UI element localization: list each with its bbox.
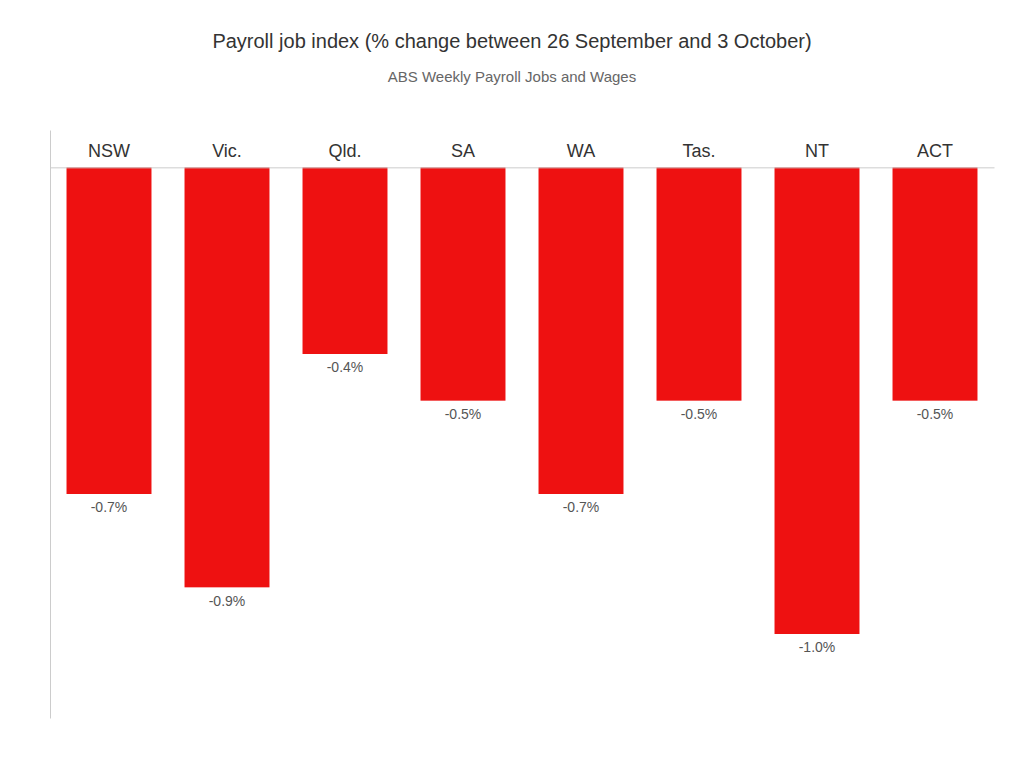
x-tick-label: ACT bbox=[917, 141, 953, 161]
bars bbox=[67, 167, 978, 634]
data-label: -0.5% bbox=[681, 406, 718, 422]
x-tick-label: Tas. bbox=[682, 141, 715, 161]
x-tick-label: SA bbox=[451, 141, 475, 161]
bar bbox=[185, 167, 270, 587]
x-tick: NT bbox=[805, 141, 829, 161]
zero-line bbox=[51, 167, 995, 168]
x-tick: NSW bbox=[88, 141, 130, 161]
x-tick-label: NSW bbox=[88, 141, 130, 161]
x-tick-label: Vic. bbox=[212, 141, 242, 161]
bar bbox=[775, 167, 860, 634]
x-tick: ACT bbox=[917, 141, 953, 161]
x-tick-label: Qld. bbox=[328, 141, 361, 161]
data-label: -0.7% bbox=[91, 499, 128, 515]
bar bbox=[67, 167, 152, 494]
data-labels: -0.7% -0.9% -0.4% -0.5% -0.7% -0.5% -1.0% -0.5% bbox=[91, 359, 954, 655]
title: Payroll job index (% change between 26 S… bbox=[212, 30, 811, 52]
x-tick-label: NT bbox=[805, 141, 829, 161]
data-label: -1.0% bbox=[799, 639, 836, 655]
data-label: -0.5% bbox=[917, 406, 954, 422]
bar bbox=[421, 167, 506, 400]
bar bbox=[539, 167, 624, 494]
data-label: -0.4% bbox=[327, 359, 364, 375]
x-tick: Tas. bbox=[682, 141, 715, 161]
subtitle: ABS Weekly Payroll Jobs and Wages bbox=[388, 68, 636, 85]
x-tick: WA bbox=[567, 141, 595, 161]
bar bbox=[657, 167, 742, 400]
chart: Payroll job index (% change between 26 S… bbox=[0, 0, 1024, 768]
y-axis bbox=[50, 131, 51, 719]
x-tick: Vic. bbox=[212, 141, 242, 161]
bar bbox=[303, 167, 388, 354]
data-label: -0.7% bbox=[563, 499, 600, 515]
plot: NSWVic.Qld.SAWATas.NTACT-0.7%-0.9%-0.4%-… bbox=[51, 131, 995, 719]
data-label: -0.5% bbox=[445, 406, 482, 422]
x-tick-label: WA bbox=[567, 141, 595, 161]
data-label: -0.9% bbox=[209, 593, 246, 609]
x-tick: SA bbox=[451, 141, 475, 161]
bar bbox=[893, 167, 978, 400]
x-axis: NSW Vic. Qld. SA WA Tas. NT ACT bbox=[51, 141, 995, 168]
y-axis-line bbox=[50, 131, 51, 719]
x-tick: Qld. bbox=[328, 141, 361, 161]
